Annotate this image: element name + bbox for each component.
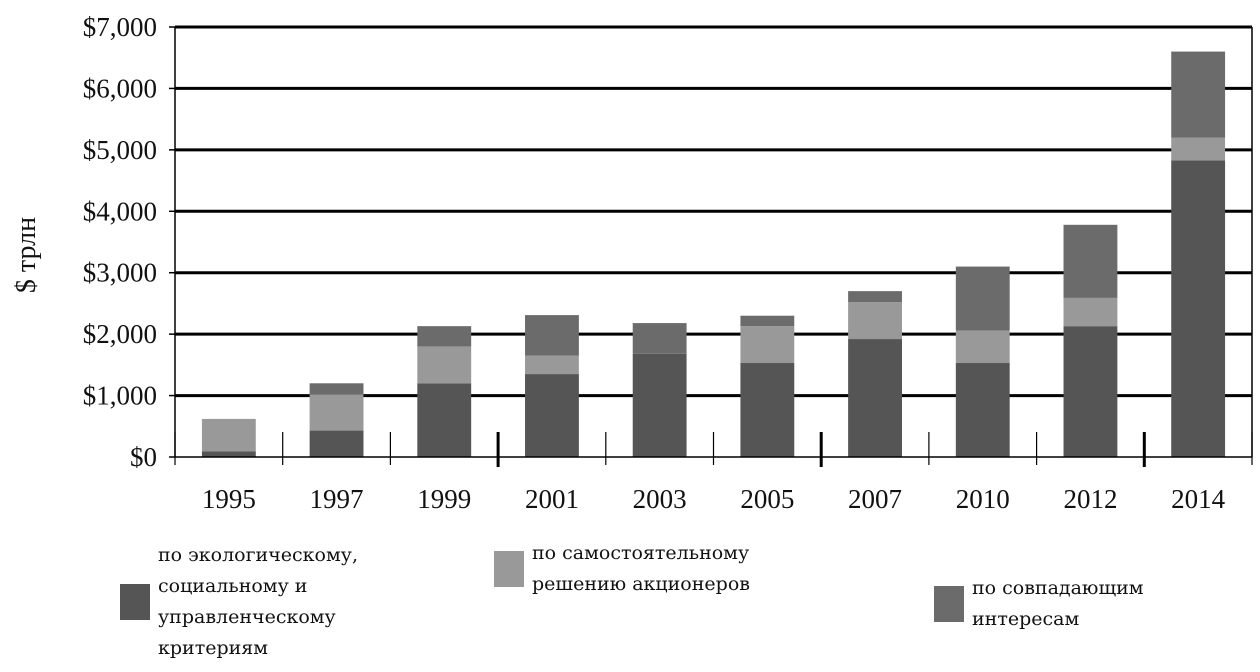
y-tick-label: $7,000 [83,12,157,42]
bar-segment-interests [848,291,902,303]
bar-segment-shareholder [309,394,364,431]
bar-segment-shareholder [955,330,1010,364]
bar-segment-esg [1063,326,1118,457]
bar-segment-esg [417,383,472,457]
bar-segment-shareholder [740,326,795,364]
bar-segment-interests [1063,224,1118,298]
y-tick-label: $1,000 [83,381,157,411]
axes [174,27,1253,467]
bar-segment-interests [309,383,364,395]
bar-segment-interests [632,323,687,354]
y-tick-label: $4,000 [83,196,157,226]
x-tick-label: 2007 [848,484,902,514]
x-tick-label: 1997 [310,484,364,514]
x-tick-label: 2010 [956,484,1010,514]
y-tick-labels: $0 $1,000 $2,000 $3,000 $4,000 $5,000 $6,000 $7… [83,12,157,472]
bar-segment-esg [309,430,364,457]
x-tick-label: 1995 [202,484,256,514]
bar-segment-esg [955,363,1010,457]
bar-segment-esg [525,374,579,457]
x-tick-labels: 1995 1997 1999 2001 2003 2005 2007 2010 2012 2014 [202,484,1226,514]
bar-segment-interests [1171,51,1226,138]
bar-segment-esg [632,353,687,457]
y-axis-label: $ трлн [11,217,42,293]
bar-segment-esg [740,363,795,457]
bar-segment-shareholder [848,302,902,340]
y-tick-label: $2,000 [83,319,157,349]
x-tick-label: 1999 [417,484,471,514]
bar-segment-shareholder [1171,137,1226,161]
bar-segment-shareholder [201,418,256,452]
x-tick-label: 2001 [525,484,579,514]
x-tick-label: 2014 [1171,484,1226,514]
y-tick-label: $0 [130,442,157,472]
bar-series [201,51,1226,458]
x-tick-label: 2003 [633,484,687,514]
bar-segment-interests [740,315,795,327]
bar-segment-interests [955,266,1010,331]
bar-segment-esg [1171,160,1226,458]
bar-segment-interests [525,315,579,356]
x-tick-label: 2005 [740,484,794,514]
y-tick-label: $5,000 [83,135,157,165]
bar-segment-interests [417,326,472,347]
y-tick-label: $3,000 [83,258,157,288]
bar-segment-esg [201,451,256,457]
x-tick-label: 2012 [1063,484,1117,514]
bar-segment-shareholder [525,355,579,375]
bar-segment-esg [848,339,902,457]
y-tick-label: $6,000 [83,73,157,103]
bar-segment-shareholder [1063,297,1118,327]
bar-segment-shareholder [417,346,472,384]
